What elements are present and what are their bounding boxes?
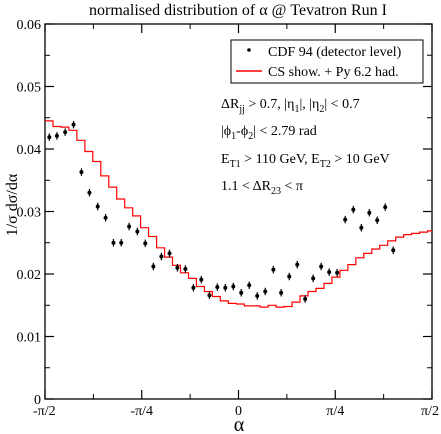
y-axis-label: 1/σ dσ/dα: [4, 173, 21, 236]
annotation-cut-2: |ϕ1-ϕ2| < 2.79 rad: [221, 124, 317, 142]
data-point: [79, 170, 84, 175]
data-point: [375, 218, 380, 223]
data-point: [231, 284, 236, 289]
data-point: [191, 285, 196, 290]
chart-title: normalised distribution of α @ Tevatron …: [89, 2, 387, 19]
y-tick-label: 0.01: [17, 331, 42, 346]
data-point: [151, 264, 156, 269]
data-point: [351, 207, 356, 212]
data-point: [63, 130, 68, 135]
data-point: [279, 290, 284, 295]
x-tick-label: π/4: [326, 404, 344, 419]
data-point: [135, 229, 140, 234]
y-tick-label: 0: [34, 393, 41, 408]
theory-step-line: [45, 120, 432, 308]
data-point: [287, 274, 292, 279]
data-point: [239, 290, 244, 295]
data-point: [175, 265, 180, 270]
x-tick-label: -π/4: [130, 404, 153, 419]
data-point: [87, 190, 92, 195]
data-point: [247, 283, 252, 288]
plot-area: 0 0.01 0.02 0.03 0.04 0.05 0.06 -π/2 -π/4 0 π/4 π/2…: [17, 18, 440, 419]
data-point: [119, 240, 124, 245]
data-point: [127, 224, 132, 229]
data-point: [367, 210, 372, 215]
data-point: [303, 297, 308, 301]
data-point: [207, 293, 212, 298]
annotation-cut-4: 1.1 < ΔR23 < π: [221, 179, 303, 197]
data-point: [54, 133, 59, 138]
legend-label-data: CDF 94 (detector level): [268, 45, 402, 60]
y-tick-label: 0.05: [17, 81, 42, 96]
legend-marker-data: [247, 48, 251, 52]
data-point: [383, 205, 388, 210]
data-point: [327, 270, 332, 275]
data-point: [143, 241, 148, 246]
annotation-cut-3: ET1 > 110 GeV, ET2 > 10 GeV: [221, 152, 390, 170]
data-point: [391, 248, 396, 253]
data-point: [255, 293, 260, 298]
data-point: [359, 225, 364, 230]
legend-box: [230, 39, 424, 84]
data-point: [95, 204, 100, 209]
x-tick-label: 0: [235, 404, 242, 419]
x-tick-label: π/2: [421, 404, 439, 419]
data-point: [71, 122, 76, 127]
data-point: [295, 262, 300, 267]
data-point: [103, 215, 108, 220]
data-point: [311, 276, 316, 281]
legend-label-theory: CS show. + Py 6.2 had.: [268, 65, 399, 80]
y-tick-label: 0.04: [17, 143, 42, 158]
data-point: [159, 254, 164, 259]
data-point: [263, 289, 268, 294]
y-tick-label: 0.06: [17, 18, 42, 33]
y-tick-label: 0.03: [17, 206, 42, 221]
data-point: [199, 277, 204, 282]
x-tick-label: -π/2: [33, 404, 56, 419]
x-axis-label: α: [234, 414, 245, 434]
data-point: [335, 270, 340, 275]
y-tick-label: 0.02: [17, 268, 42, 283]
annotation-cut-1: ΔRjj > 0.7, |η1|, |η2| < 0.7: [221, 97, 360, 115]
data-point: [183, 267, 188, 271]
data-point: [343, 217, 348, 222]
data-point: [215, 285, 220, 290]
data-point: [167, 251, 172, 256]
data-point: [223, 285, 228, 290]
data-point: [111, 240, 116, 245]
data-point: [271, 267, 276, 272]
y-axis-label-group: 1/σ dσ/dα: [4, 173, 21, 236]
data-point: [319, 264, 324, 269]
data-point: [47, 135, 52, 140]
